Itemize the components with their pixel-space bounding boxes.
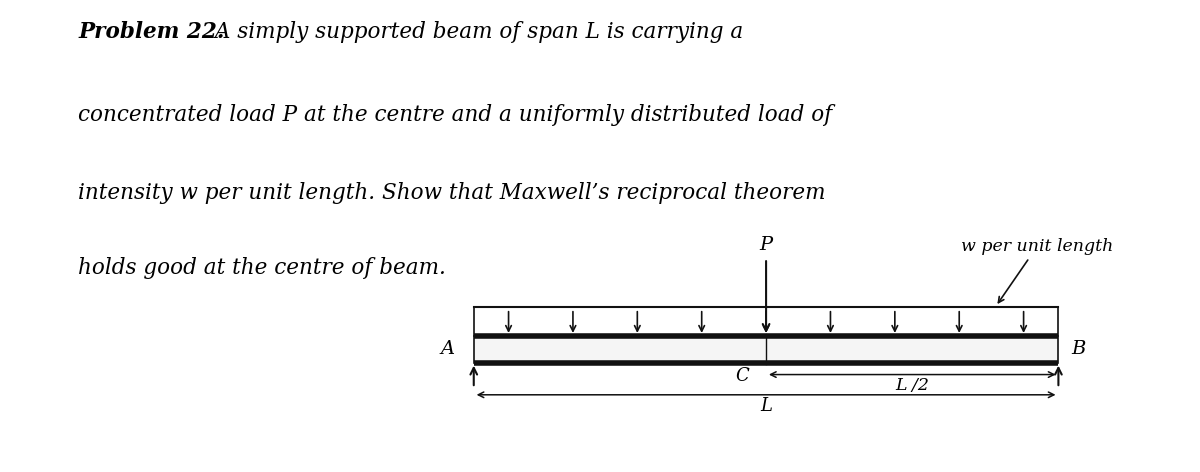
Text: A simply supported beam of span L is carrying a: A simply supported beam of span L is car… bbox=[208, 21, 743, 43]
Text: A: A bbox=[440, 340, 455, 358]
Text: intensity w per unit length. Show that Maxwell’s reciprocal theorem: intensity w per unit length. Show that M… bbox=[78, 182, 826, 204]
Text: L: L bbox=[760, 397, 772, 415]
Text: w per unit length: w per unit length bbox=[961, 238, 1114, 303]
Text: B: B bbox=[1070, 340, 1085, 358]
Text: L /2: L /2 bbox=[895, 377, 929, 394]
Text: concentrated load P at the centre and a uniformly distributed load of: concentrated load P at the centre and a … bbox=[78, 104, 833, 126]
Text: holds good at the centre of beam.: holds good at the centre of beam. bbox=[78, 257, 446, 279]
Text: C: C bbox=[734, 367, 749, 385]
Text: Problem 22.: Problem 22. bbox=[78, 21, 224, 43]
Text: P: P bbox=[760, 236, 773, 254]
Bar bbox=[474, 336, 1058, 363]
